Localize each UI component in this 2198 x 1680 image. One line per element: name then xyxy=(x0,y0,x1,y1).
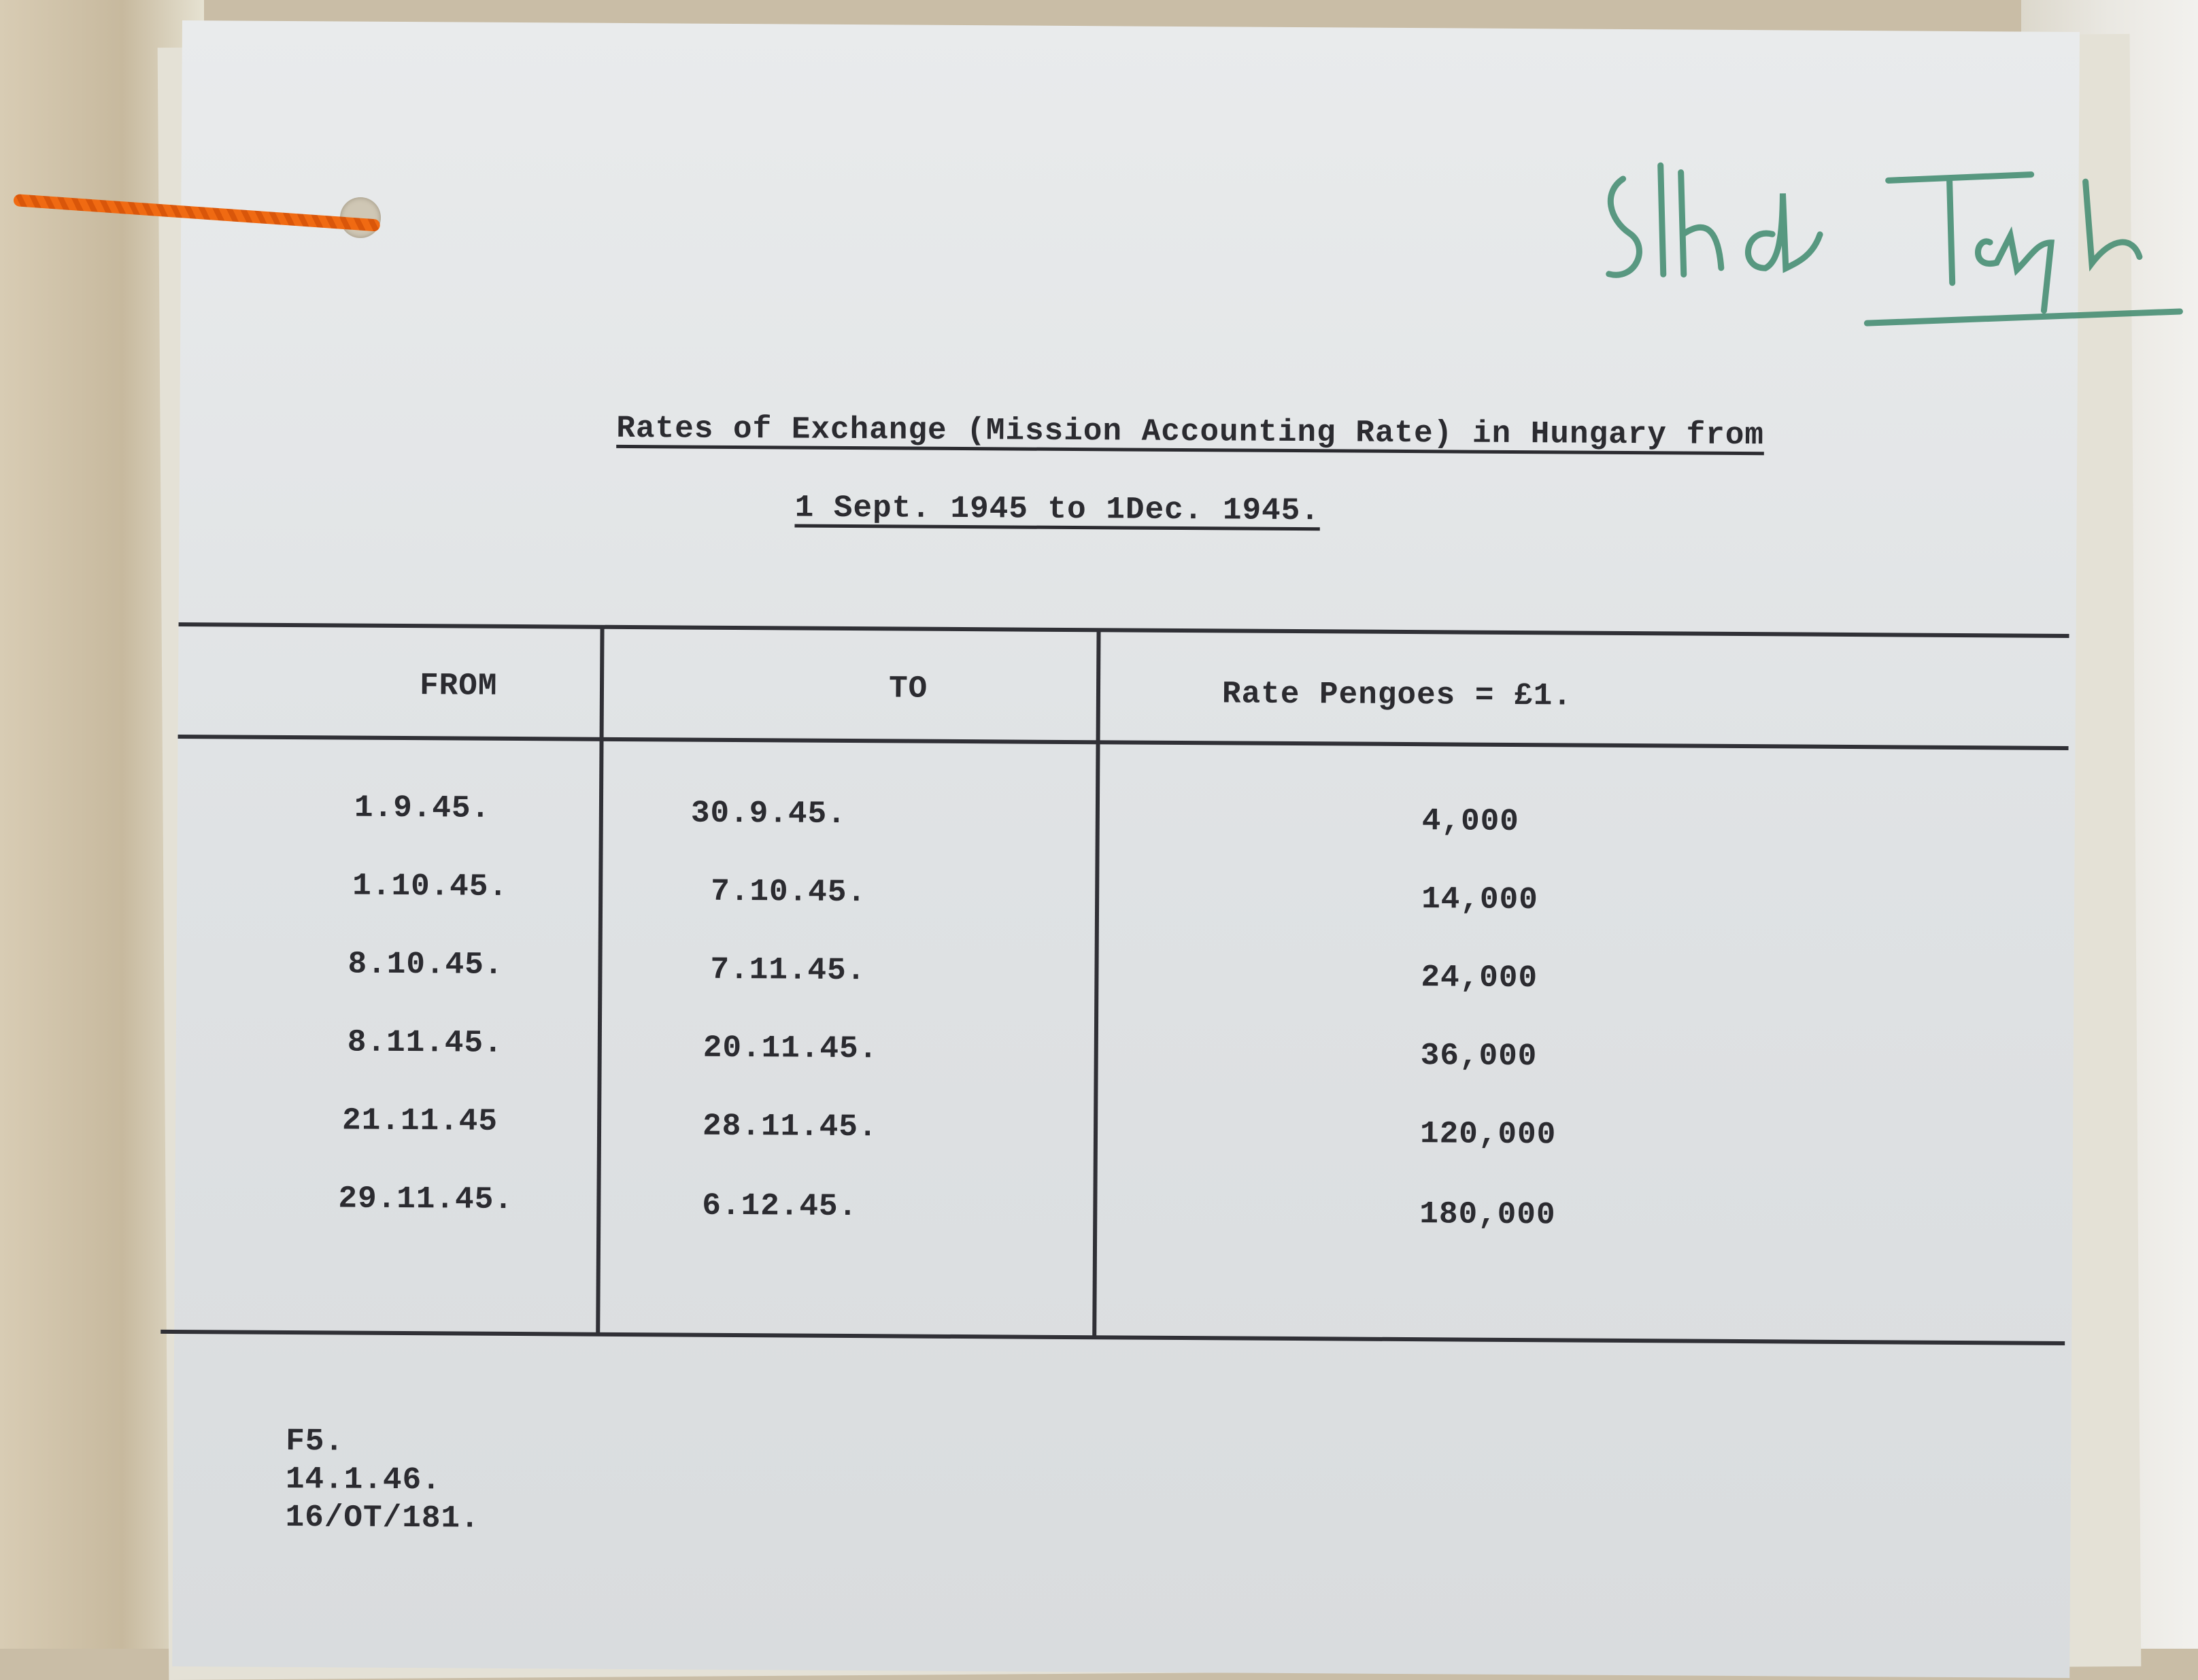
document-page: Rates of Exchange (Mission Accounting Ra… xyxy=(160,20,2183,1678)
table-row: 21.11.45 28.11.45. 120,000 xyxy=(182,20,2080,1152)
to-cell: 20.11.45. xyxy=(703,1030,879,1067)
rate-cell: 120,000 xyxy=(1419,1116,1557,1153)
from-cell: 1.10.45. xyxy=(352,868,509,905)
table-top-rule xyxy=(178,622,2069,638)
column-divider xyxy=(596,628,605,1336)
document-subtitle: 1 Sept. 1945 to 1Dec. 1945. xyxy=(794,490,1321,529)
from-cell: 1.9.45. xyxy=(354,790,491,826)
table-row: 8.11.45. 20.11.45. 36,000 xyxy=(182,20,2080,1075)
footer-line: F5. xyxy=(286,1423,345,1460)
column-divider xyxy=(1092,631,1101,1339)
table-bottom-rule xyxy=(160,1329,2065,1345)
exchange-rate-table: FROM TO Rate Pengoes = £1. 1.9.45. 30.9.… xyxy=(160,20,2080,1345)
header-from: FROM xyxy=(419,668,498,704)
rate-cell: 14,000 xyxy=(1421,881,1538,918)
to-cell: 7.10.45. xyxy=(711,873,867,911)
to-cell: 7.11.45. xyxy=(710,952,866,989)
document-title: Rates of Exchange (Mission Accounting Ra… xyxy=(616,410,1765,454)
table-row: 1.9.45. 30.9.45. 4,000 xyxy=(182,20,2080,839)
reference-footer: F5. 14.1.46. 16/OT/181. xyxy=(285,1422,480,1538)
rate-cell: 36,000 xyxy=(1420,1038,1538,1075)
rate-cell: 24,000 xyxy=(1421,960,1538,996)
footer-line: 16/OT/181. xyxy=(285,1499,480,1536)
from-cell: 29.11.45. xyxy=(338,1181,514,1218)
table-row: 1.10.45. 7.10.45. 14,000 xyxy=(182,20,2080,918)
rate-cell: 4,000 xyxy=(1421,803,1520,840)
to-cell: 6.12.45. xyxy=(702,1188,858,1225)
handwritten-signature xyxy=(1606,162,2183,326)
header-to: TO xyxy=(888,671,928,707)
header-rate: Rate Pengoes = £1. xyxy=(1221,676,1573,714)
header-rule xyxy=(177,734,2069,750)
table-row: 8.10.45. 7.11.45. 24,000 xyxy=(182,20,2080,996)
to-cell: 30.9.45. xyxy=(690,795,847,832)
rate-cell: 180,000 xyxy=(1419,1196,1556,1233)
from-cell: 8.11.45. xyxy=(347,1024,503,1061)
footer-line: 14.1.46. xyxy=(285,1461,441,1498)
table-row: 29.11.45. 6.12.45. 180,000 xyxy=(182,20,2080,1232)
from-cell: 8.10.45. xyxy=(348,946,504,983)
from-cell: 21.11.45 xyxy=(341,1103,498,1139)
to-cell: 28.11.45. xyxy=(702,1108,878,1145)
